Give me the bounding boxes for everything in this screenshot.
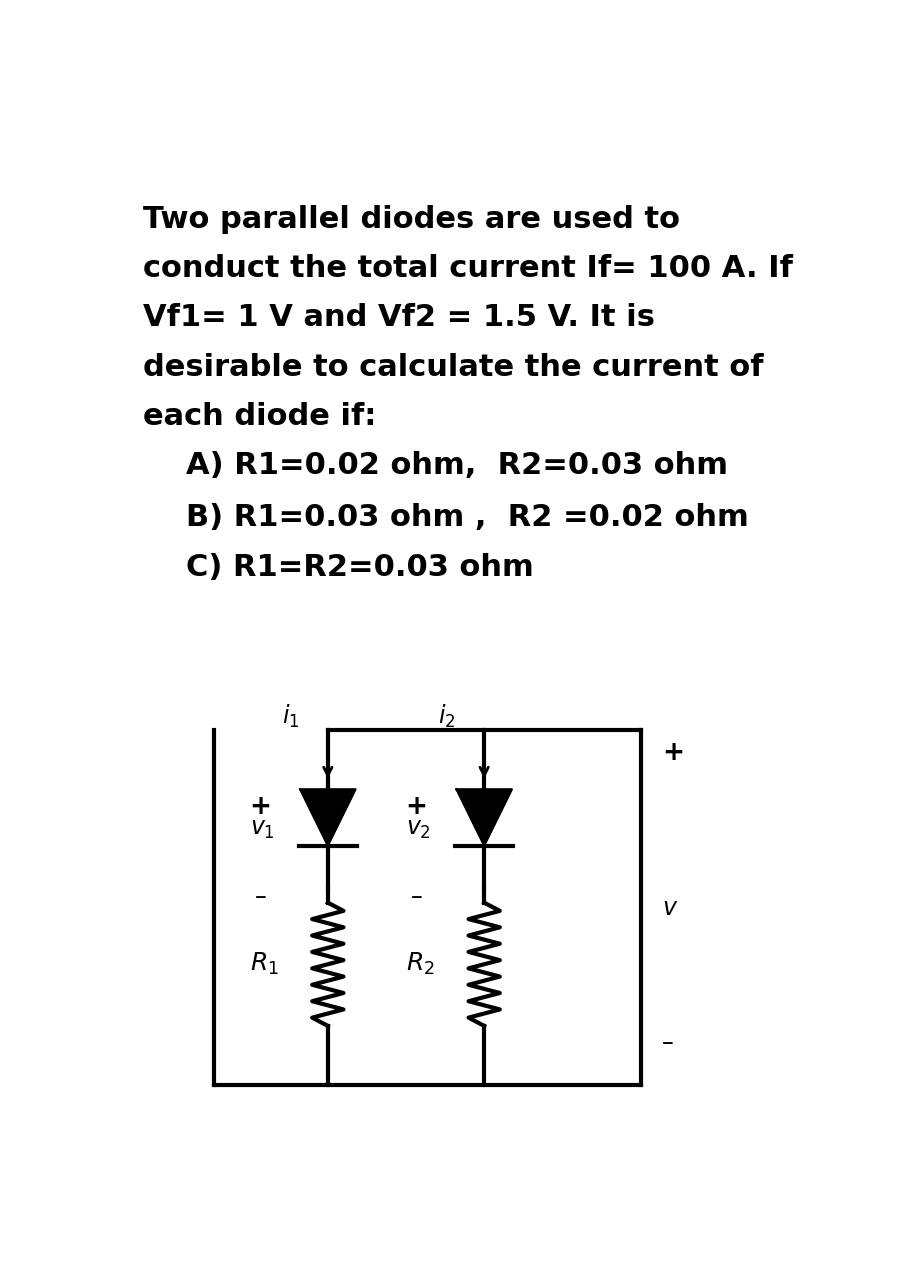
Text: $i_2$: $i_2$ [438, 703, 456, 730]
Text: $R_1$: $R_1$ [249, 951, 279, 978]
Text: B) R1=0.03 ohm ,  R2 =0.02 ohm: B) R1=0.03 ohm , R2 =0.02 ohm [185, 503, 748, 532]
Text: $R_2$: $R_2$ [406, 951, 435, 978]
Polygon shape [300, 790, 356, 846]
Text: –: – [411, 884, 423, 909]
Text: A) R1=0.02 ohm,  R2=0.03 ohm: A) R1=0.02 ohm, R2=0.03 ohm [185, 452, 728, 480]
Text: –: – [662, 1030, 674, 1055]
Text: $v_2$: $v_2$ [406, 817, 431, 841]
Polygon shape [457, 790, 512, 846]
Text: +: + [405, 794, 427, 820]
Text: Vf1= 1 V and Vf2 = 1.5 V. It is: Vf1= 1 V and Vf2 = 1.5 V. It is [143, 303, 655, 333]
Text: each diode if:: each diode if: [143, 402, 376, 431]
Text: $i_1$: $i_1$ [282, 703, 299, 730]
Text: +: + [662, 740, 684, 765]
Text: conduct the total current If= 100 A. If: conduct the total current If= 100 A. If [143, 255, 793, 283]
Text: Two parallel diodes are used to: Two parallel diodes are used to [143, 205, 680, 234]
Text: $v_1$: $v_1$ [249, 817, 274, 841]
Text: desirable to calculate the current of: desirable to calculate the current of [143, 353, 764, 381]
Text: C) R1=R2=0.03 ohm: C) R1=R2=0.03 ohm [185, 553, 534, 582]
Text: v: v [662, 896, 676, 919]
Text: –: – [254, 884, 266, 909]
Text: +: + [249, 794, 271, 820]
